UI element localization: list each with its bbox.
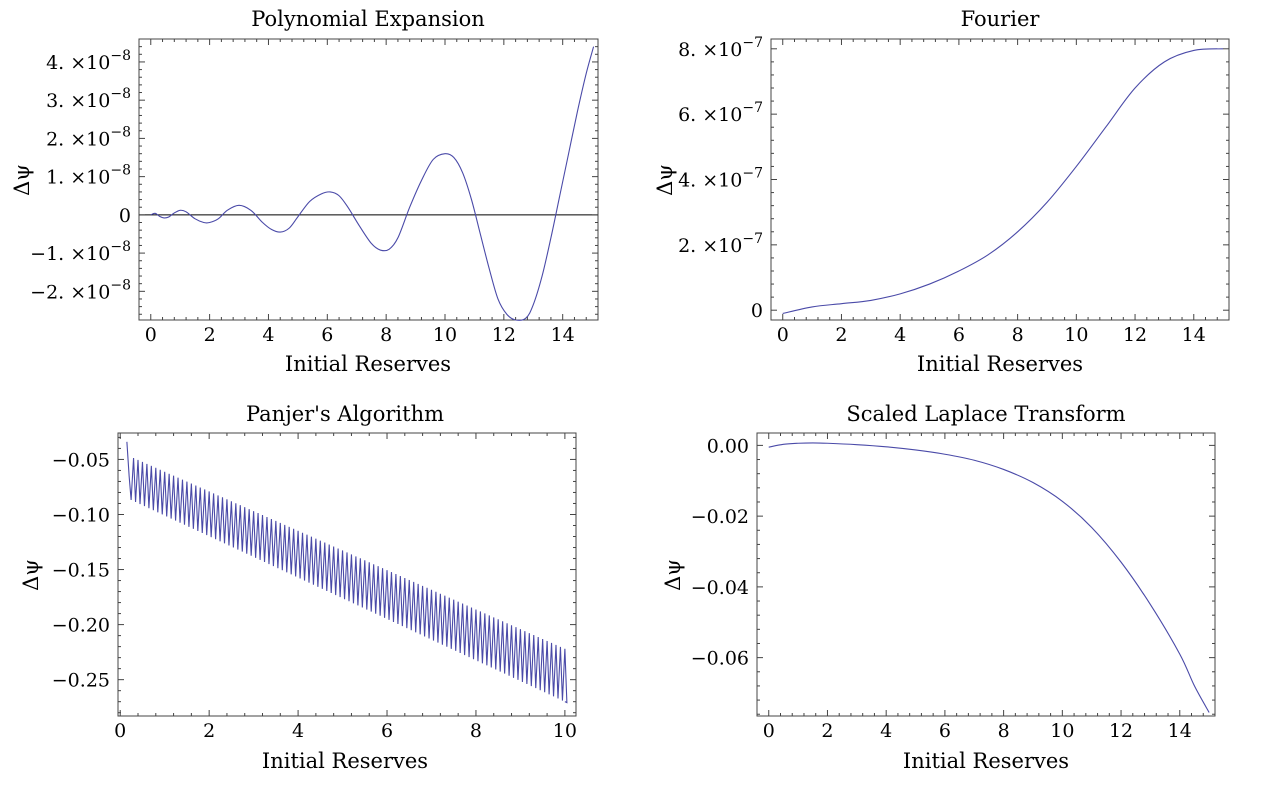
x-tick-label: 6 bbox=[381, 720, 393, 742]
y-tick-label: −0.10 bbox=[52, 504, 110, 526]
x-tick-label: 8 bbox=[470, 720, 482, 742]
x-tick-label: 4 bbox=[880, 720, 892, 742]
plot-frame bbox=[117, 432, 577, 717]
y-tick-label: 0.00 bbox=[707, 435, 749, 457]
plot-frame bbox=[770, 38, 1230, 321]
y-axis-label: Δψ bbox=[661, 559, 685, 591]
y-tick-label: 0 bbox=[119, 205, 131, 227]
y-tick-label: −0.25 bbox=[52, 670, 110, 692]
axis-ticks: 0 2 4 6 8 10 12 14 −0.06 −0.04 −0.02 0.00 bbox=[691, 433, 1216, 742]
x-tick-label: 0 bbox=[777, 324, 789, 346]
y-tick-label: 1. ×10−8 bbox=[46, 163, 131, 189]
chart-title: Polynomial Expansion bbox=[251, 7, 485, 31]
x-tick-label: 4 bbox=[262, 324, 274, 346]
y-axis-label: Δψ bbox=[19, 559, 43, 591]
plot-frame bbox=[138, 38, 599, 321]
axis-ticks: 0 2 4 6 8 10 12 14 −2. ×10−8 −1. ×10−8 0 1. ×10−8 2.… bbox=[30, 38, 599, 346]
y-tick-label: 6. ×10−7 bbox=[678, 100, 763, 126]
y-tick-label: 4. ×10−8 bbox=[46, 48, 131, 74]
x-tick-label: 6 bbox=[939, 720, 951, 742]
x-tick-label: 12 bbox=[1109, 720, 1133, 742]
x-tick-label: 4 bbox=[894, 324, 906, 346]
x-tick-label: 10 bbox=[433, 324, 457, 346]
y-tick-label: 8. ×10−7 bbox=[678, 35, 763, 61]
y-tick-label: 0 bbox=[751, 300, 763, 322]
x-tick-label: 6 bbox=[953, 324, 965, 346]
chart-title: Fourier bbox=[961, 7, 1041, 31]
x-tick-label: 8 bbox=[380, 324, 392, 346]
x-tick-label: 2 bbox=[204, 324, 216, 346]
chart-scaled-laplace-transform: Scaled Laplace Transform 0 2 4 6 8 10 12 14 −0.0… bbox=[661, 402, 1216, 773]
x-axis-label: Initial Reserves bbox=[262, 749, 428, 773]
axis-ticks: 0 2 4 6 8 10 −0.25 −0.20 −0.15 −0.10 −0.05 bbox=[52, 433, 577, 742]
y-tick-label: −0.02 bbox=[691, 506, 749, 528]
series-line bbox=[782, 48, 1224, 315]
y-tick-label: −0.15 bbox=[52, 560, 110, 582]
y-axis-label: Δψ bbox=[653, 164, 677, 196]
x-tick-label: 14 bbox=[1182, 324, 1206, 346]
x-tick-label: 0 bbox=[114, 720, 126, 742]
x-tick-label: 12 bbox=[1123, 324, 1147, 346]
chart-fourier: Fourier 0 2 4 6 8 10 12 14 0 2. ×10−7 4. ×10−7 6. ×… bbox=[653, 7, 1230, 376]
axis-ticks: 0 2 4 6 8 10 12 14 0 2. ×10−7 4. ×10−7 6. ×10−7 8. ×… bbox=[678, 35, 1230, 346]
x-tick-label: 0 bbox=[145, 324, 157, 346]
x-tick-label: 12 bbox=[492, 324, 516, 346]
y-tick-label: −1. ×10−8 bbox=[30, 239, 131, 265]
series-line bbox=[126, 441, 568, 704]
y-tick-label: 4. ×10−7 bbox=[678, 166, 763, 192]
x-tick-label: 8 bbox=[1012, 324, 1024, 346]
y-axis-label: Δψ bbox=[10, 164, 34, 196]
y-tick-label: 3. ×10−8 bbox=[46, 86, 131, 112]
chart-title: Panjer's Algorithm bbox=[246, 402, 444, 426]
x-tick-label: 0 bbox=[763, 720, 775, 742]
x-axis-label: Initial Reserves bbox=[917, 352, 1083, 376]
y-tick-label: −0.06 bbox=[691, 648, 749, 670]
x-tick-label: 10 bbox=[1050, 720, 1074, 742]
x-tick-label: 2 bbox=[835, 324, 847, 346]
x-tick-label: 14 bbox=[551, 324, 575, 346]
y-tick-label: 2. ×10−7 bbox=[678, 231, 763, 257]
y-tick-label: −0.20 bbox=[52, 615, 110, 637]
x-tick-label: 10 bbox=[553, 720, 577, 742]
y-tick-label: 2. ×10−8 bbox=[46, 124, 131, 150]
x-tick-label: 4 bbox=[292, 720, 304, 742]
x-tick-label: 6 bbox=[321, 324, 333, 346]
x-tick-label: 2 bbox=[203, 720, 215, 742]
chart-panjers-algorithm: Panjer's Algorithm 0 2 4 6 8 10 −0.25 −0.20 −0.1… bbox=[19, 402, 577, 773]
x-tick-label: 8 bbox=[998, 720, 1010, 742]
series-line bbox=[150, 46, 595, 321]
x-axis-label: Initial Reserves bbox=[903, 749, 1069, 773]
plot-frame bbox=[756, 432, 1216, 717]
chart-polynomial-expansion: Polynomial Expansion 0 2 4 6 8 10 12 14 −2. ×10−… bbox=[10, 7, 599, 376]
y-tick-label: −0.04 bbox=[691, 577, 749, 599]
x-tick-label: 10 bbox=[1064, 324, 1088, 346]
y-tick-label: −0.05 bbox=[52, 449, 110, 471]
x-tick-label: 14 bbox=[1168, 720, 1192, 742]
y-tick-label: −2. ×10−8 bbox=[30, 277, 131, 303]
chart-title: Scaled Laplace Transform bbox=[846, 402, 1125, 426]
x-tick-label: 2 bbox=[821, 720, 833, 742]
series-line bbox=[768, 442, 1210, 713]
x-axis-label: Initial Reserves bbox=[285, 352, 451, 376]
